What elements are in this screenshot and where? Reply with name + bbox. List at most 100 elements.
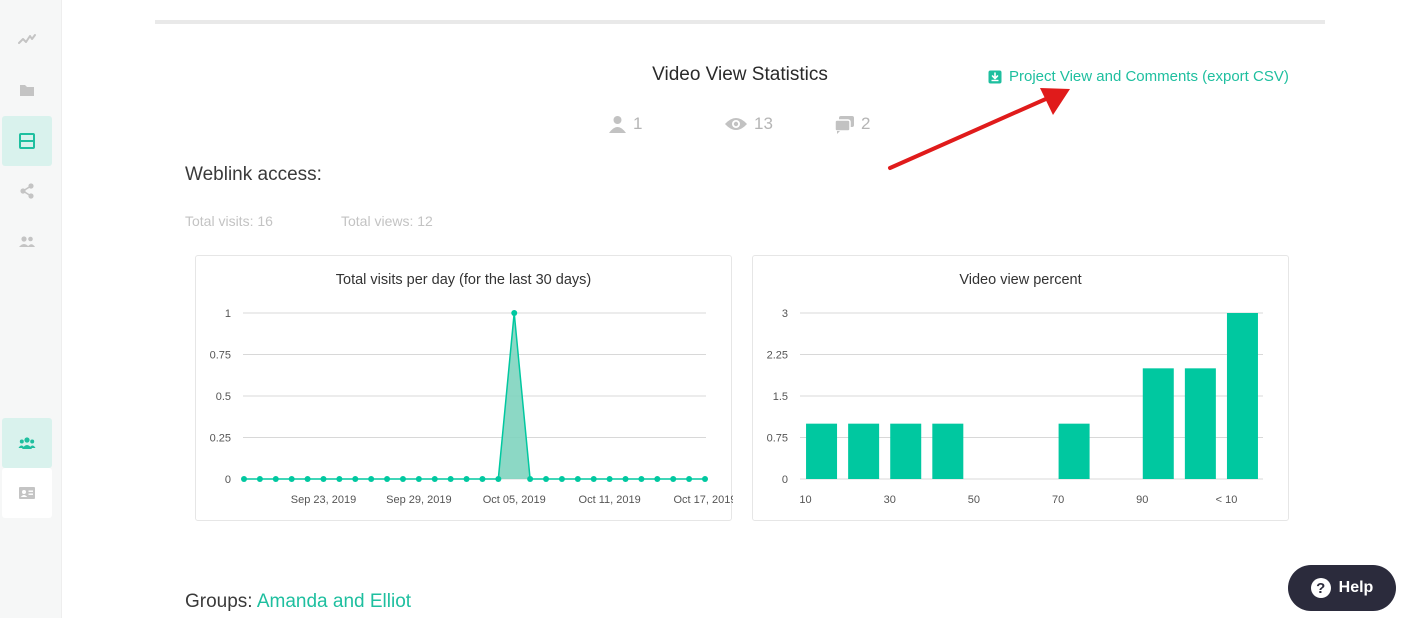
data-point — [479, 476, 486, 482]
data-point — [527, 476, 534, 482]
annotation-arrow — [888, 88, 1070, 170]
x-tick-label: 90 — [1136, 494, 1148, 506]
share-icon — [20, 183, 34, 199]
sidebar-item-share[interactable] — [2, 166, 52, 216]
sidebar-item-team[interactable] — [2, 418, 52, 468]
data-point — [543, 476, 550, 482]
x-tick-label: Sep 29, 2019 — [386, 494, 451, 506]
stat-views-value: 13 — [754, 114, 773, 133]
visits-chart-card: Total visits per day (for the last 30 da… — [195, 255, 734, 521]
data-point — [336, 476, 343, 482]
y-tick-label: 0 — [782, 474, 788, 486]
bar — [806, 423, 838, 479]
comments-icon — [834, 115, 854, 134]
data-point — [463, 476, 470, 482]
download-icon — [988, 70, 1002, 83]
y-tick-label: 1 — [225, 308, 231, 320]
data-point — [495, 476, 502, 482]
user-icon — [609, 115, 626, 133]
data-point — [288, 476, 295, 482]
visits-chart: 0 0.25 0.5 0.75 1 Sep 23, 2019 Sep 29, 2019 Oct… — [210, 308, 734, 506]
x-tick-label: 30 — [884, 494, 896, 506]
bar — [1058, 423, 1090, 479]
data-point — [654, 476, 661, 482]
users-icon — [19, 236, 35, 247]
x-tick-label: 50 — [968, 494, 980, 506]
y-tick-label: 0.5 — [216, 391, 231, 403]
y-tick-label: 3 — [782, 308, 788, 320]
eye-icon — [725, 118, 747, 130]
x-tick-label: 10 — [799, 494, 811, 506]
total-visits: Total visits: 16 — [185, 213, 273, 229]
sidebar-item-activity[interactable] — [2, 15, 52, 65]
data-point — [431, 476, 438, 482]
data-point — [511, 310, 518, 316]
x-tick-label: 70 — [1052, 494, 1064, 506]
data-point — [622, 476, 629, 482]
y-tick-label: 0 — [225, 474, 231, 486]
data-point — [415, 476, 422, 482]
bar — [1184, 368, 1216, 479]
weblink-heading: Weblink access: — [185, 164, 322, 185]
top-divider — [155, 20, 1325, 24]
view-percent-chart-card: Video view percent 0 0.75 1.5 2.25 3 10 30 50 70… — [752, 255, 1289, 521]
data-point — [352, 476, 359, 482]
stat-comments-value: 2 — [861, 114, 871, 133]
bar — [848, 423, 880, 479]
help-icon: ? — [1310, 578, 1331, 598]
bar — [1226, 313, 1258, 479]
stat-comments: 2 — [834, 114, 870, 134]
data-point — [447, 476, 454, 482]
data-point — [384, 476, 391, 482]
stat-users: 1 — [608, 114, 642, 134]
folder-icon — [20, 85, 34, 96]
sidebar-item-film[interactable] — [2, 116, 52, 166]
y-tick-label: 0.75 — [210, 350, 231, 362]
data-point — [399, 476, 406, 482]
total-views: Total views: 12 — [341, 213, 433, 229]
y-tick-label: 0.75 — [767, 433, 788, 445]
x-tick-label: < 10 — [1216, 494, 1238, 506]
view-percent-chart: 0 0.75 1.5 2.25 3 10 30 50 70 90 < 10 — [767, 308, 1263, 506]
visits-chart-title: Total visits per day (for the last 30 da… — [335, 272, 592, 288]
stat-users-value: 1 — [633, 114, 643, 133]
data-point — [606, 476, 613, 482]
groups-label: Groups: — [185, 591, 253, 612]
sidebar — [0, 0, 62, 618]
groups-line: Groups: Amanda and Elliot — [185, 591, 411, 613]
data-point — [590, 476, 597, 482]
contact-card-icon — [19, 487, 35, 499]
export-csv-label: Project View and Comments (export CSV) — [1009, 68, 1289, 85]
data-point — [368, 476, 375, 482]
view-percent-chart-title: Video view percent — [959, 272, 1082, 288]
team-icon — [18, 437, 36, 449]
page-title: Video View Statistics — [652, 64, 828, 85]
y-tick-label: 1.5 — [773, 391, 788, 403]
data-point — [638, 476, 645, 482]
help-label: Help — [1338, 579, 1374, 596]
data-point — [320, 476, 327, 482]
x-tick-label: Oct 11, 2019 — [579, 494, 641, 506]
bar — [1142, 368, 1174, 479]
y-tick-label: 2.25 — [767, 350, 788, 362]
film-icon — [19, 133, 35, 149]
data-point — [686, 476, 693, 482]
x-tick-label: Sep 23, 2019 — [291, 494, 356, 506]
data-point — [304, 476, 311, 482]
help-button[interactable]: ? Help — [1288, 565, 1396, 611]
sidebar-item-folder[interactable] — [2, 65, 52, 115]
sidebar-item-contact[interactable] — [2, 468, 52, 518]
data-point — [256, 476, 263, 482]
data-point — [272, 476, 279, 482]
bar — [890, 423, 922, 479]
data-point — [241, 476, 247, 482]
bar — [932, 423, 964, 479]
data-point — [574, 476, 581, 482]
group-link[interactable]: Amanda and Elliot — [256, 591, 412, 612]
sidebar-item-users[interactable] — [2, 216, 52, 266]
export-csv-link[interactable]: Project View and Comments (export CSV) — [988, 68, 1289, 85]
y-tick-label: 0.25 — [210, 433, 231, 445]
data-point — [558, 476, 565, 482]
x-tick-label: Oct 17, 2019 — [674, 494, 734, 506]
